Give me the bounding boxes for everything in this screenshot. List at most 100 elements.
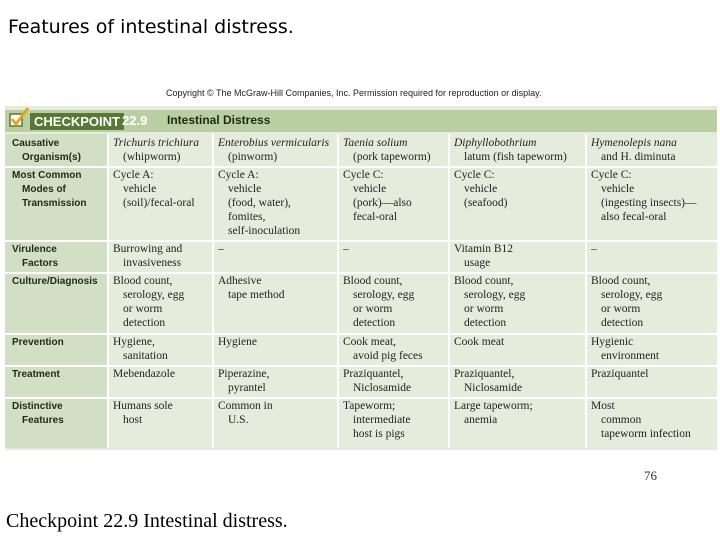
row-separator bbox=[5, 240, 717, 242]
cell-line: Humans sole bbox=[113, 400, 173, 412]
cell-line: Diphyllobothrium bbox=[454, 137, 537, 149]
cell-line: detection bbox=[353, 317, 396, 329]
row-separator bbox=[5, 166, 717, 168]
cell-line: Blood count, bbox=[454, 275, 514, 287]
table-cell: Piperazine, pyrantel bbox=[218, 367, 269, 395]
cell-line: Distinctive bbox=[12, 401, 63, 412]
label-column bbox=[5, 134, 107, 448]
row-separator bbox=[5, 397, 717, 399]
cell-line: invasiveness bbox=[123, 257, 182, 269]
column-separator bbox=[585, 134, 587, 448]
cell-line: serology, egg bbox=[123, 289, 185, 301]
table-cell: Blood count, serology, egg or worm detectio… bbox=[113, 274, 184, 330]
table-cell: Hygiene, sanitation bbox=[113, 335, 168, 363]
cell-line: Burrowing and bbox=[113, 243, 183, 255]
checkpoint-header bbox=[5, 110, 717, 132]
cell-line: and H. diminuta bbox=[601, 151, 676, 163]
table-cell: Hymenolepis nana and H. diminuta bbox=[591, 136, 677, 164]
cell-line: Taenia solium bbox=[343, 137, 408, 149]
cell-line: Causative bbox=[12, 138, 60, 149]
cell-line: Features bbox=[22, 415, 64, 426]
checkpoint-title: Intestinal Distress bbox=[167, 113, 271, 127]
cell-line: Prevention bbox=[12, 337, 64, 348]
table-cell: Praziquantel, Niclosamide bbox=[343, 367, 411, 395]
table-cell: – bbox=[218, 242, 224, 256]
table-cell: Cycle C: vehicle (pork)—also fecal-oral bbox=[343, 168, 412, 224]
cell-line: Mebendazole bbox=[113, 368, 175, 380]
row-separator bbox=[5, 272, 717, 274]
cell-line: or worm bbox=[353, 303, 393, 315]
cell-line: or worm bbox=[123, 303, 163, 315]
cell-line: Modes of bbox=[22, 184, 66, 195]
table-cell: Taenia solium (pork tapeworm) bbox=[343, 136, 431, 164]
cell-line: fomites, bbox=[228, 211, 266, 223]
table-cell: Blood count, serology, egg or worm detectio… bbox=[343, 274, 414, 330]
table-cell: Hygienic environment bbox=[591, 335, 659, 363]
cell-line: vehicle bbox=[123, 183, 157, 195]
cell-line: vehicle bbox=[228, 183, 262, 195]
table-cell: Diphyllobothrium latum (fish tapeworm) bbox=[454, 136, 567, 164]
table-cell: Humans sole host bbox=[113, 399, 173, 427]
cell-line: serology, egg bbox=[601, 289, 663, 301]
cell-line: Transmission bbox=[22, 198, 87, 209]
cell-line: Most bbox=[591, 400, 615, 412]
cell-line: Praziquantel, bbox=[343, 368, 404, 380]
table-cell: Enterobius vermicularis (pinworm) bbox=[218, 136, 329, 164]
cell-line: (food, water), bbox=[228, 197, 291, 209]
table-cell: Praziquantel bbox=[591, 367, 648, 381]
cell-line: Enterobius vermicularis bbox=[218, 137, 330, 149]
cell-line: Blood count, bbox=[591, 275, 651, 287]
cell-line: Treatment bbox=[12, 369, 60, 380]
cell-line: Culture/Diagnosis bbox=[12, 276, 98, 287]
row-separator bbox=[5, 365, 717, 367]
column-separator bbox=[107, 134, 109, 448]
cell-line: self-inoculation bbox=[228, 225, 301, 237]
cell-line: Praziquantel, bbox=[454, 368, 515, 380]
table-cell: Cook meat bbox=[454, 335, 504, 349]
cell-line: (soil)/fecal-oral bbox=[123, 197, 195, 209]
cell-line: Hymenolepis nana bbox=[591, 137, 677, 149]
table-cell: Mebendazole bbox=[113, 367, 175, 381]
copyright: Copyright © The McGraw-Hill Companies, I… bbox=[166, 88, 542, 98]
table-cell: – bbox=[343, 242, 349, 256]
table-cell: Cook meat, avoid pig feces bbox=[343, 335, 423, 363]
cell-line: or worm bbox=[601, 303, 641, 315]
row-label: Virulence Factors bbox=[12, 243, 58, 271]
cell-line: pyrantel bbox=[228, 382, 266, 394]
table-cell: Tapeworm; intermediate host is pigs bbox=[343, 399, 410, 441]
cell-line: Most Common bbox=[12, 170, 82, 181]
cell-line: Trichuris trichiura bbox=[113, 137, 199, 149]
cell-line: serology, egg bbox=[464, 289, 526, 301]
cell-line: tape method bbox=[228, 289, 285, 301]
cell-line: fecal-oral bbox=[353, 211, 398, 223]
cell-line: detection bbox=[123, 317, 166, 329]
cell-line: Cycle A: bbox=[113, 169, 154, 181]
cell-line: Factors bbox=[22, 258, 59, 269]
cell-line: serology, egg bbox=[353, 289, 415, 301]
cell-line: avoid pig feces bbox=[353, 350, 423, 362]
cell-line: latum (fish tapeworm) bbox=[464, 151, 567, 163]
slide-title: Features of intestinal distress. bbox=[8, 16, 294, 38]
table-cell: Cycle C: vehicle (seafood) bbox=[454, 168, 507, 210]
cell-line: Blood count, bbox=[343, 275, 403, 287]
cell-line: (pork)—also bbox=[353, 197, 412, 209]
cell-line: environment bbox=[601, 350, 660, 362]
table-cell: Large tapeworm; anemia bbox=[454, 399, 533, 427]
cell-line: Praziquantel bbox=[591, 368, 649, 380]
cell-line: Hygienic bbox=[591, 336, 634, 348]
cell-line: Hygiene bbox=[218, 336, 257, 348]
table-cell: Adhesive tape method bbox=[218, 274, 285, 302]
cell-line: intermediate bbox=[353, 414, 411, 426]
row-label: Most Common Modes of Transmission bbox=[12, 169, 86, 211]
table-cell: Common in U.S. bbox=[218, 399, 273, 427]
cell-line: sanitation bbox=[123, 350, 168, 362]
cell-line: also fecal-oral bbox=[601, 211, 667, 223]
cell-line: vehicle bbox=[464, 183, 498, 195]
row-label: Prevention bbox=[12, 336, 64, 350]
cell-line: Vitamin B12 bbox=[454, 243, 514, 255]
cell-line: usage bbox=[464, 257, 491, 269]
cell-line: host is pigs bbox=[353, 428, 405, 440]
cell-line: host bbox=[123, 414, 143, 426]
cell-line: anemia bbox=[464, 414, 498, 426]
table-cell: Vitamin B12 usage bbox=[454, 242, 513, 270]
